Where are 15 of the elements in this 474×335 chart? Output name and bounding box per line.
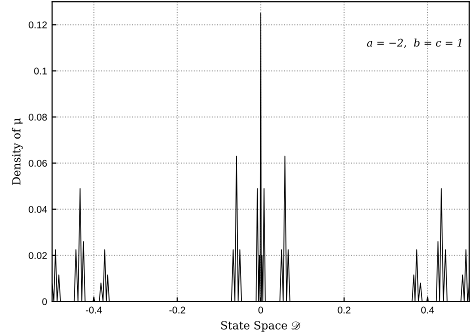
y-tick-label: 0.02 bbox=[28, 252, 47, 259]
y-tick-label: 0.06 bbox=[28, 160, 47, 167]
x-tick-label: -0.4 bbox=[86, 306, 102, 314]
x-tick-label: 0.4 bbox=[421, 306, 434, 314]
x-axis-title: State Space 𝒟 bbox=[221, 321, 300, 332]
y-tick-label: 0.12 bbox=[28, 21, 47, 28]
annotation: a = −2, b = c = 1 bbox=[367, 38, 462, 48]
y-axis-title: Density of μ bbox=[12, 118, 23, 185]
x-tick-label: 0 bbox=[258, 306, 264, 314]
x-tick-label: -0.2 bbox=[169, 306, 186, 314]
y-tick-label: 0.08 bbox=[28, 114, 47, 121]
y-tick-label: 0.04 bbox=[28, 206, 47, 213]
y-tick-label: 0.1 bbox=[34, 68, 47, 74]
x-tick-label: 0.2 bbox=[338, 306, 350, 314]
y-tick-label: 0 bbox=[42, 298, 47, 306]
